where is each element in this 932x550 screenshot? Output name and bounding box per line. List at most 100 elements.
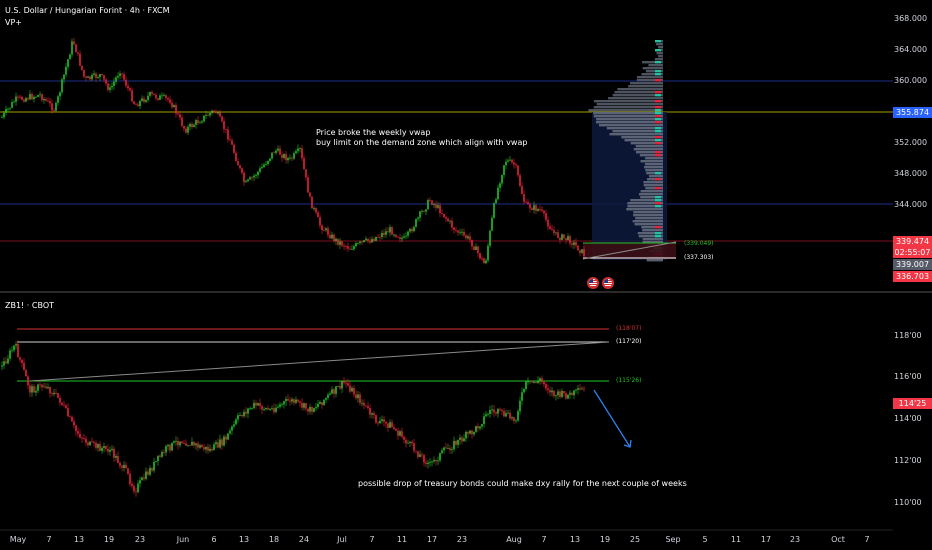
candle-body bbox=[517, 411, 519, 421]
volume-profile-bar bbox=[646, 259, 663, 262]
candle-body bbox=[229, 139, 231, 141]
volume-profile-bar bbox=[599, 124, 663, 127]
indicator-label[interactable]: VP+ bbox=[5, 18, 22, 27]
candle-body bbox=[327, 394, 329, 398]
candle-body bbox=[249, 177, 251, 180]
candle-body bbox=[217, 442, 219, 448]
candle-body bbox=[7, 108, 9, 110]
forecast-arrow[interactable] bbox=[593, 389, 631, 448]
candle-body bbox=[415, 450, 417, 452]
volume-profile-bar bbox=[642, 229, 663, 232]
volume-profile-delta bbox=[655, 70, 661, 73]
candle-body bbox=[149, 468, 151, 475]
candle-body bbox=[151, 92, 153, 94]
candle-body bbox=[55, 392, 57, 394]
candle-body bbox=[277, 148, 279, 151]
candle-body bbox=[21, 359, 23, 363]
volume-profile-delta bbox=[655, 112, 661, 115]
candle-body bbox=[317, 403, 319, 408]
us-flag-icon[interactable] bbox=[602, 277, 614, 289]
candle-body bbox=[487, 413, 489, 415]
candle-body bbox=[105, 79, 107, 84]
candle-body bbox=[89, 76, 91, 80]
candle-body bbox=[233, 144, 235, 153]
candle-body bbox=[41, 384, 43, 388]
candle-body bbox=[1, 365, 3, 367]
candle-body bbox=[505, 413, 507, 417]
candle-body bbox=[281, 154, 283, 158]
candle-body bbox=[107, 83, 109, 90]
volume-profile-bar bbox=[640, 160, 663, 163]
candle-body bbox=[71, 41, 73, 55]
candle-body bbox=[435, 204, 437, 208]
date-label: 11 bbox=[730, 535, 742, 544]
candle-body bbox=[271, 408, 273, 410]
candle-body bbox=[575, 242, 577, 246]
bond-green-level-label: (115'26) bbox=[616, 377, 642, 384]
top-panel-title[interactable]: U.S. Dollar / Hungarian Forint · 4h · FX… bbox=[5, 6, 170, 15]
candle-body bbox=[389, 227, 391, 233]
candle-body bbox=[353, 246, 355, 250]
candle-body bbox=[189, 124, 191, 127]
volume-profile-bar bbox=[658, 46, 663, 49]
candle-body bbox=[233, 424, 235, 427]
candle-body bbox=[463, 438, 465, 442]
candle-body bbox=[477, 246, 479, 254]
candle-body bbox=[43, 98, 45, 101]
volume-profile-delta bbox=[655, 73, 661, 76]
candle-body bbox=[155, 461, 157, 462]
volume-profile-delta bbox=[655, 196, 661, 199]
candle-body bbox=[485, 260, 487, 264]
candle-body bbox=[143, 477, 145, 479]
top-annotation-line1[interactable]: Price broke the weekly vwap bbox=[316, 128, 431, 137]
candle-body bbox=[347, 246, 349, 249]
candle-body bbox=[441, 450, 443, 454]
volume-profile-delta bbox=[655, 172, 661, 175]
candle-body bbox=[323, 399, 325, 405]
candle-body bbox=[173, 105, 175, 108]
volume-profile-bar bbox=[606, 127, 663, 130]
candle-body bbox=[469, 430, 471, 434]
candle-body bbox=[405, 235, 407, 237]
candle-body bbox=[161, 451, 163, 457]
candle-body bbox=[123, 464, 125, 468]
top-annotation-line2[interactable]: buy limit on the demand zone which align… bbox=[316, 138, 528, 147]
candle-body bbox=[303, 403, 305, 408]
candle-body bbox=[361, 402, 363, 404]
candle-body bbox=[13, 345, 15, 351]
candle-body bbox=[481, 424, 483, 427]
candle-body bbox=[121, 73, 123, 75]
candle-body bbox=[363, 402, 365, 406]
bottom-panel-title[interactable]: ZB1! · CBOT bbox=[5, 301, 55, 310]
candle-body bbox=[131, 483, 133, 486]
bottom-annotation[interactable]: possible drop of treasury bonds could ma… bbox=[358, 479, 687, 488]
candle-body bbox=[565, 393, 567, 399]
volume-profile-bar bbox=[617, 88, 663, 91]
candle-body bbox=[539, 378, 541, 381]
candle-body bbox=[573, 390, 575, 396]
candle-body bbox=[47, 100, 49, 102]
candle-body bbox=[259, 168, 261, 172]
volume-profile-bar bbox=[656, 43, 663, 46]
candle-body bbox=[203, 115, 205, 122]
candle-body bbox=[425, 462, 427, 464]
candle-body bbox=[127, 85, 129, 89]
us-flag-icon[interactable] bbox=[587, 277, 599, 289]
candle-body bbox=[437, 205, 439, 208]
volume-profile-bar bbox=[593, 100, 663, 103]
candle-body bbox=[387, 231, 389, 233]
volume-profile-bar bbox=[614, 91, 663, 94]
volume-profile-bar bbox=[612, 94, 663, 97]
volume-profile-bar bbox=[648, 64, 663, 67]
date-label: 11 bbox=[396, 535, 408, 544]
date-label: Jun bbox=[176, 535, 190, 544]
volume-profile-bar bbox=[637, 232, 663, 235]
date-label: 24 bbox=[298, 535, 310, 544]
candle-body bbox=[529, 204, 531, 209]
candle-body bbox=[521, 392, 523, 401]
candle-body bbox=[473, 431, 475, 435]
candle-body bbox=[567, 236, 569, 241]
date-label: 23 bbox=[789, 535, 801, 544]
volume-profile-bar bbox=[635, 217, 663, 220]
